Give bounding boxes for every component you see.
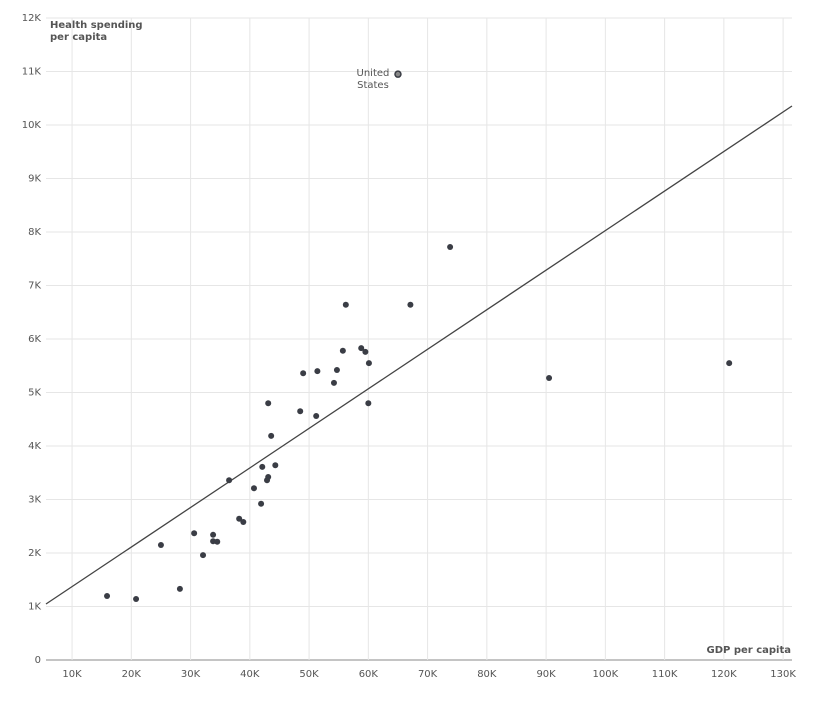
data-point <box>265 474 272 481</box>
data-point <box>358 345 365 352</box>
y-tick-label: 9K <box>28 174 41 185</box>
x-tick-label: 110K <box>652 669 678 680</box>
data-point <box>236 515 243 522</box>
y-tick-label: 7K <box>28 281 41 292</box>
x-tick-label: 50K <box>299 669 319 680</box>
x-tick-label: 130K <box>770 669 796 680</box>
data-point <box>313 413 320 420</box>
x-tick-label: 20K <box>122 669 142 680</box>
x-tick-label: 120K <box>711 669 737 680</box>
data-point <box>176 585 183 592</box>
x-tick-label: 30K <box>181 669 201 680</box>
data-point <box>133 596 140 603</box>
data-point <box>447 243 454 250</box>
x-axis-label: GDP per capita <box>706 645 791 656</box>
data-point <box>265 400 272 407</box>
y-tick-label: 5K <box>28 388 41 399</box>
y-tick-label: 2K <box>28 548 41 559</box>
data-point <box>330 379 337 386</box>
data-point <box>240 518 247 525</box>
x-tick-label: 90K <box>536 669 556 680</box>
y-tick-label: 1K <box>28 602 41 613</box>
data-point <box>394 70 402 78</box>
trendline <box>45 105 793 605</box>
data-point <box>250 485 257 492</box>
data-point <box>314 368 321 375</box>
x-tick-label: 60K <box>359 669 379 680</box>
y-tick-label: 3K <box>28 495 41 506</box>
data-point <box>200 552 207 559</box>
x-tick-label: 80K <box>477 669 497 680</box>
y-axis-label: Health spending per capita <box>50 20 143 43</box>
data-point <box>407 301 414 308</box>
data-point <box>210 531 217 538</box>
annotation: United States <box>356 68 390 92</box>
y-tick-label: 11K <box>22 67 42 78</box>
data-point <box>104 593 111 600</box>
y-tick-label: 12K <box>22 13 42 24</box>
data-point <box>339 347 346 354</box>
y-tick-label: 8K <box>28 227 41 238</box>
y-tick-label: 10K <box>22 120 42 131</box>
data-point <box>362 348 369 355</box>
x-tick-label: 40K <box>240 669 260 680</box>
y-tick-label: 0 <box>35 655 41 666</box>
x-tick-label: 10K <box>62 669 82 680</box>
data-point <box>268 432 275 439</box>
data-point <box>259 463 266 470</box>
data-point <box>214 538 221 545</box>
data-point <box>365 360 372 367</box>
data-point <box>157 541 164 548</box>
data-point <box>333 367 340 374</box>
data-point <box>226 477 233 484</box>
data-point <box>546 375 553 382</box>
data-point <box>300 370 307 377</box>
data-point <box>272 462 279 469</box>
x-tick-label: 70K <box>418 669 438 680</box>
data-point <box>258 500 265 507</box>
data-point <box>365 400 372 407</box>
y-tick-label: 6K <box>28 334 41 345</box>
x-tick-label: 100K <box>593 669 619 680</box>
y-tick-label: 4K <box>28 441 41 452</box>
data-point <box>342 301 349 308</box>
data-point <box>297 408 304 415</box>
data-point <box>191 530 198 537</box>
data-point <box>726 360 733 367</box>
